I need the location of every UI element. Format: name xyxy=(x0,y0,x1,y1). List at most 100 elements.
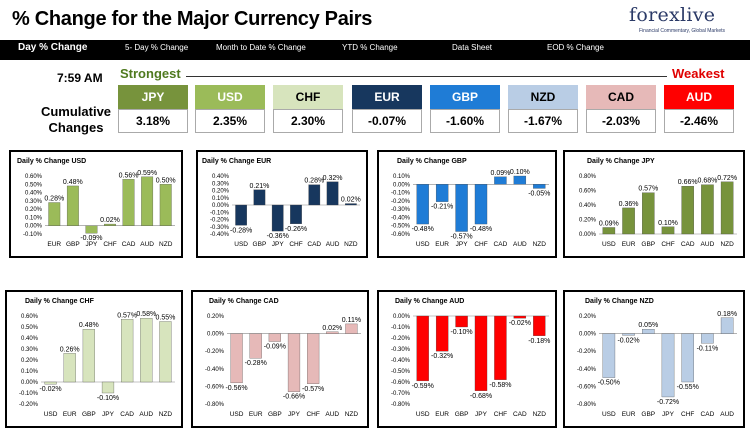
data-label: -0.28% xyxy=(230,227,252,234)
bar xyxy=(326,331,339,334)
y-tick-label: -0.40% xyxy=(391,215,411,221)
data-label: 0.32% xyxy=(323,175,343,182)
forexlive-logo[interactable]: forexlive Financial Commentary, Global M… xyxy=(625,4,733,38)
x-category-label: USD xyxy=(416,241,430,248)
bar xyxy=(63,353,76,383)
bar xyxy=(230,333,243,384)
bar-chart: 0.80% 0.60% 0.40% 0.20% 0.00%0.09% USD 0.36% EU… xyxy=(579,174,737,248)
y-tick-label: 0.00% xyxy=(393,314,411,320)
currency-value-jpy: 3.18% xyxy=(118,109,188,133)
y-tick-label: 0.20% xyxy=(207,314,225,320)
y-tick-label: -0.10% xyxy=(391,325,411,331)
bar-chart: 0.40%0.30%0.20%0.10%0.00%-0.10%-0.20%-0.… xyxy=(210,174,361,248)
bar xyxy=(66,185,79,226)
bar xyxy=(455,184,468,232)
bar xyxy=(159,321,172,383)
nav-ytd-change[interactable]: YTD % Change xyxy=(342,43,398,52)
currency-value-nzd: -1.67% xyxy=(508,109,578,133)
x-category-label: AUD xyxy=(139,411,153,418)
chart-panel-usd: Daily % Change USD 0.60% 0.50% 0.40% 0.30% 0.… xyxy=(9,150,183,258)
chart-title: Daily % Change NZD xyxy=(585,298,654,305)
timestamp: 7:59 AM xyxy=(57,71,103,85)
bar-chart: 0.60% 0.50% 0.40% 0.30% 0.20% 0.10% 0.00% -0.10… xyxy=(23,170,176,248)
bar xyxy=(326,181,339,206)
data-label: 0.36% xyxy=(619,201,639,208)
currency-header-usd: USD xyxy=(195,85,265,109)
y-tick-label: -0.30% xyxy=(210,225,230,231)
y-tick-label: -0.60% xyxy=(205,384,225,390)
x-category-label: AUD xyxy=(325,411,339,418)
bar xyxy=(416,184,429,225)
x-category-label: CHF xyxy=(103,241,116,248)
nav-day-change[interactable]: Day % Change xyxy=(18,42,88,53)
data-label: -0.18% xyxy=(528,338,550,345)
bar xyxy=(249,333,262,359)
nav-eod-change[interactable]: EOD % Change xyxy=(547,43,604,52)
x-category-label: AUD xyxy=(513,241,527,248)
bar xyxy=(48,202,61,226)
bar-chart: 0.60% 0.50% 0.40% 0.30% 0.20% 0.10% 0.00% -0.10… xyxy=(19,311,175,418)
x-category-label: CHF xyxy=(474,241,487,248)
x-category-label: CAD xyxy=(681,241,695,248)
y-tick-label: -0.30% xyxy=(391,347,411,353)
x-category-label: CHF xyxy=(494,411,507,418)
x-category-label: CAD xyxy=(494,241,508,248)
data-label: 0.18% xyxy=(717,311,737,318)
nav-month-to-date[interactable]: Month to Date % Change xyxy=(216,43,306,52)
x-category-label: JPY xyxy=(475,411,488,418)
bar xyxy=(308,184,321,206)
y-tick-label: -0.40% xyxy=(205,367,225,373)
y-tick-label: 0.40% xyxy=(21,336,39,342)
data-label: -0.09% xyxy=(264,344,286,351)
cumulative-changes-label: Cumulative Changes xyxy=(40,104,112,135)
y-tick-label: -0.10% xyxy=(391,191,411,197)
data-label: 0.10% xyxy=(510,169,530,176)
chart-title: Daily % Change CHF xyxy=(25,298,94,305)
y-tick-label: -0.60% xyxy=(391,232,411,238)
bar xyxy=(435,184,449,202)
bar xyxy=(290,204,302,225)
data-label: 0.21% xyxy=(249,183,269,190)
x-category-label: JPY xyxy=(272,241,285,248)
currency-header-cad: CAD xyxy=(586,85,656,109)
x-category-label: NZD xyxy=(720,241,734,248)
bar-chart: 0.10% 0.00% -0.10% -0.20% -0.30% -0.40% -0.50%… xyxy=(391,169,550,248)
y-tick-label: -0.60% xyxy=(577,384,597,390)
bar xyxy=(720,181,734,235)
header: % Change for the Major Currency Pairs fo… xyxy=(0,0,750,40)
data-label: -0.56% xyxy=(225,385,247,392)
chart-panel-jpy: Daily % Change JPY 0.80% 0.60% 0.40% 0.20% 0.… xyxy=(563,150,745,258)
y-tick-label: -0.50% xyxy=(391,224,411,230)
y-tick-label: 0.00% xyxy=(579,232,597,238)
currency-value-eur: -0.07% xyxy=(352,109,422,133)
data-label: 0.48% xyxy=(63,179,83,186)
data-label: -0.09% xyxy=(80,235,102,242)
data-label: 0.11% xyxy=(342,317,361,324)
bar xyxy=(602,333,616,378)
y-tick-label: 0.50% xyxy=(21,325,39,331)
y-tick-label: 0.00% xyxy=(21,380,39,386)
nav-5day-change[interactable]: 5- Day % Change xyxy=(125,43,189,52)
y-tick-label: -0.20% xyxy=(19,402,39,408)
y-tick-label: 0.10% xyxy=(21,369,39,375)
data-label: -0.59% xyxy=(412,383,434,390)
y-tick-label: -0.70% xyxy=(391,391,411,397)
nav-bar: Day % Change 5- Day % Change Month to Da… xyxy=(0,40,750,60)
nav-data-sheet[interactable]: Data Sheet xyxy=(452,43,493,52)
x-category-label: AUD xyxy=(140,241,154,248)
x-category-label: GBP xyxy=(82,411,96,418)
x-category-label: GBP xyxy=(66,241,80,248)
x-category-label: EUR xyxy=(47,241,61,248)
data-label: 0.56% xyxy=(119,172,139,179)
x-category-label: CAD xyxy=(701,411,715,418)
bar xyxy=(494,315,507,380)
y-tick-label: -0.50% xyxy=(391,369,411,375)
currency-header-jpy: JPY xyxy=(118,85,188,109)
x-category-label: JPY xyxy=(288,411,301,418)
x-category-label: NZD xyxy=(159,241,173,248)
currency-header-chf: CHF xyxy=(273,85,343,109)
y-tick-label: 0.20% xyxy=(579,314,597,320)
logo-subtitle: Financial Commentary, Global Markets xyxy=(639,28,726,34)
data-label: 0.02% xyxy=(322,325,342,332)
data-label: -0.66% xyxy=(283,394,305,401)
